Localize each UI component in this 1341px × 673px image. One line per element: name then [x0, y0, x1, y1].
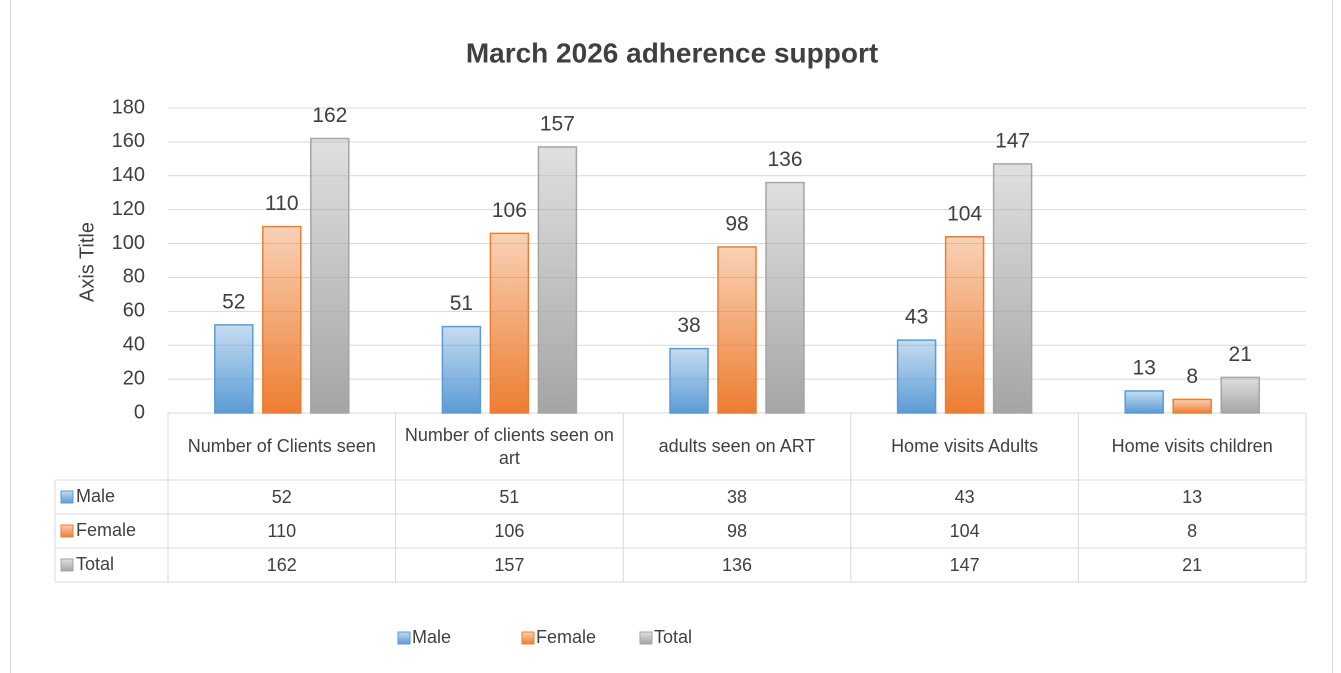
- x-tick-label: adults seen on ART: [658, 436, 816, 457]
- table-cell-box: 106: [494, 520, 525, 541]
- x-tick-label-box: Home visits Adults: [891, 436, 1039, 457]
- table-cell: 8: [1187, 520, 1198, 541]
- table-cell-box: 157: [494, 554, 525, 575]
- table-cell: 52: [271, 486, 292, 507]
- table-cell: 157: [494, 554, 525, 575]
- y-tick-label: 160: [112, 130, 145, 152]
- table-cell: 110: [267, 520, 297, 541]
- data-label: 43: [905, 306, 928, 329]
- table-cell-box: 98: [726, 520, 747, 541]
- y-tick-label: 60: [123, 300, 145, 322]
- data-label: 52: [222, 290, 245, 313]
- bar: [441, 325, 482, 414]
- table-row-header: Female: [76, 520, 136, 540]
- bar: [310, 137, 350, 414]
- data-label: 21: [1229, 343, 1252, 366]
- table-cell-box: 136: [721, 554, 752, 575]
- data-label: 38: [677, 314, 700, 337]
- data-label: 8: [1186, 365, 1198, 388]
- table-cell: 136: [721, 554, 752, 575]
- bar: [765, 181, 805, 414]
- chart-title: March 2026 adherence support: [466, 37, 878, 68]
- table-cell-box: 147: [949, 554, 980, 575]
- bar: [944, 236, 985, 414]
- data-label: 157: [540, 113, 575, 136]
- legend-label: Male: [412, 627, 451, 647]
- x-tick-label-box: Number of Clients seen: [187, 436, 376, 457]
- legend-key: [521, 631, 535, 645]
- table-cell-box: 43: [954, 486, 975, 507]
- x-tick-label: Home visits children: [1111, 436, 1273, 457]
- bar: [717, 246, 757, 414]
- table-cell: 13: [1182, 486, 1203, 507]
- data-label: 98: [725, 212, 748, 235]
- table-cell: 104: [949, 520, 980, 541]
- x-tick-label: Home visits Adults: [891, 436, 1039, 457]
- data-label: 13: [1133, 357, 1156, 380]
- y-tick-label: 140: [112, 164, 145, 186]
- y-tick-label: 0: [134, 401, 145, 423]
- data-label: 104: [947, 202, 982, 225]
- data-label: 110: [265, 192, 298, 215]
- bar: [214, 324, 254, 414]
- x-tick-label: Number of clients seen on art: [404, 425, 614, 468]
- legend-label: Total: [654, 627, 692, 647]
- legend-label: Female: [536, 627, 596, 647]
- table-legend-key: [60, 524, 74, 538]
- table-cell-box: 13: [1182, 486, 1203, 507]
- table-cell-box: 162: [266, 554, 297, 575]
- table-legend-key: [60, 490, 74, 504]
- table-cell: 162: [266, 554, 297, 575]
- table-cell-box: 38: [726, 486, 747, 507]
- y-tick-label: 20: [123, 367, 145, 389]
- legend-key: [639, 631, 653, 645]
- table-cell-box: 110: [267, 520, 297, 541]
- y-tick-label: 120: [112, 198, 145, 220]
- table-cell-box: 51: [499, 486, 520, 507]
- bar: [992, 163, 1033, 414]
- x-tick-label: Number of Clients seen: [187, 436, 376, 457]
- data-label: 51: [450, 292, 473, 315]
- table-cell: 98: [726, 520, 747, 541]
- x-tick-label-box: adults seen on ART: [658, 436, 816, 457]
- table-cell: 38: [726, 486, 747, 507]
- table-cell: 21: [1182, 554, 1203, 575]
- table-legend-key: [60, 558, 74, 572]
- y-tick-label: 180: [112, 96, 145, 118]
- table-cell-box: 21: [1182, 554, 1203, 575]
- x-tick-label-box: Number of clients seen on art: [404, 425, 614, 468]
- y-tick-label: 100: [112, 232, 145, 254]
- table-row-header: Total: [76, 554, 114, 574]
- table-cell-box: 52: [271, 486, 292, 507]
- bar: [537, 146, 578, 414]
- bar: [1172, 398, 1212, 414]
- data-label: 147: [995, 129, 1030, 152]
- bar: [489, 232, 530, 414]
- bar: [262, 225, 302, 414]
- table-cell-box: 8: [1187, 520, 1198, 541]
- data-label: 106: [492, 199, 527, 222]
- bar: [896, 339, 937, 414]
- y-axis-title: Axis Title: [76, 222, 98, 302]
- x-tick-label-box: Home visits children: [1111, 436, 1273, 457]
- bar: [1220, 376, 1260, 414]
- legend-key: [397, 631, 411, 645]
- data-label: 136: [767, 148, 802, 171]
- y-tick-label: 80: [123, 266, 145, 288]
- table-cell: 51: [499, 486, 520, 507]
- bar: [669, 347, 709, 414]
- bar: [1124, 390, 1164, 414]
- table-cell: 43: [954, 486, 975, 507]
- data-label: 162: [312, 104, 347, 127]
- table-cell: 147: [949, 554, 980, 575]
- table-cell: 106: [494, 520, 525, 541]
- table-cell-box: 104: [949, 520, 980, 541]
- y-tick-label: 40: [123, 334, 145, 356]
- table-row-header: Male: [76, 486, 115, 506]
